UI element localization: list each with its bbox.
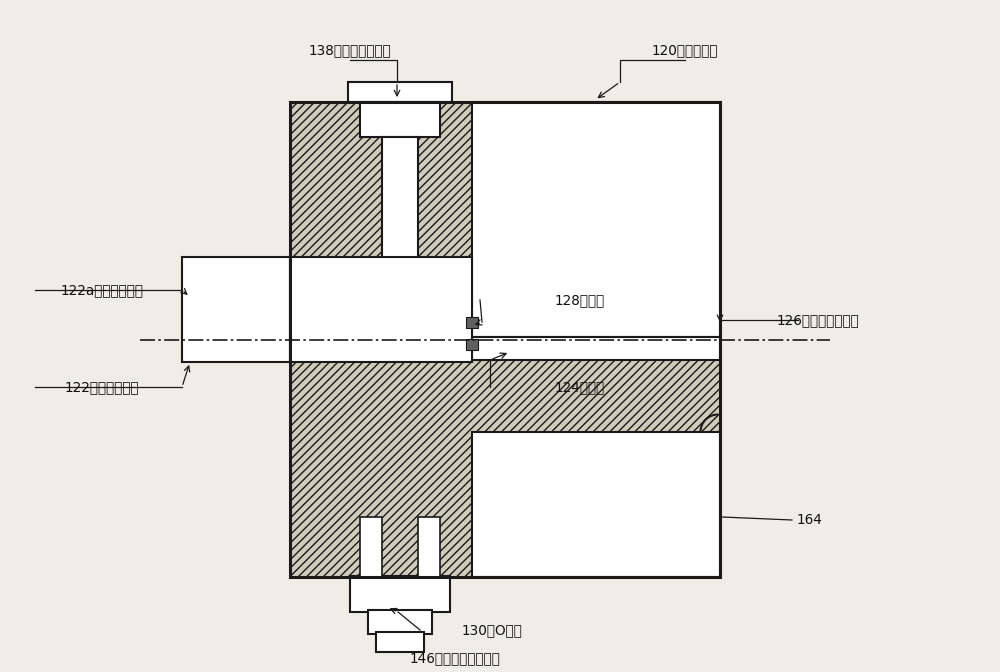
Bar xyxy=(382,137,418,302)
Bar xyxy=(418,517,440,577)
Bar xyxy=(466,317,478,328)
Text: 122a：壳体安装孔: 122a：壳体安装孔 xyxy=(60,283,144,297)
Bar xyxy=(360,102,440,137)
Bar xyxy=(290,257,472,362)
Text: 128：通孔: 128：通孔 xyxy=(555,293,605,307)
Bar xyxy=(290,102,720,577)
Bar xyxy=(472,432,720,577)
Bar xyxy=(376,632,424,652)
Text: 122：气体导入室: 122：气体导入室 xyxy=(65,380,139,394)
Bar xyxy=(360,517,382,577)
Bar xyxy=(368,610,432,634)
Text: 124：隔壁: 124：隔壁 xyxy=(555,380,605,394)
Bar xyxy=(198,267,290,352)
Bar xyxy=(182,257,290,362)
Text: 146：净化空气导入孔: 146：净化空气导入孔 xyxy=(410,651,500,665)
Text: 164: 164 xyxy=(797,513,823,527)
Text: 120：部件本体: 120：部件本体 xyxy=(652,43,718,57)
Text: 138：第二传感器室: 138：第二传感器室 xyxy=(309,43,391,57)
Bar xyxy=(466,339,478,350)
Bar xyxy=(290,102,720,577)
Bar xyxy=(350,576,450,612)
Bar xyxy=(472,337,720,360)
Bar xyxy=(472,102,720,337)
Text: 130：O形圈: 130：O形圈 xyxy=(462,623,523,637)
Bar xyxy=(348,82,452,102)
Text: 126：第一传感器室: 126：第一传感器室 xyxy=(777,313,859,327)
